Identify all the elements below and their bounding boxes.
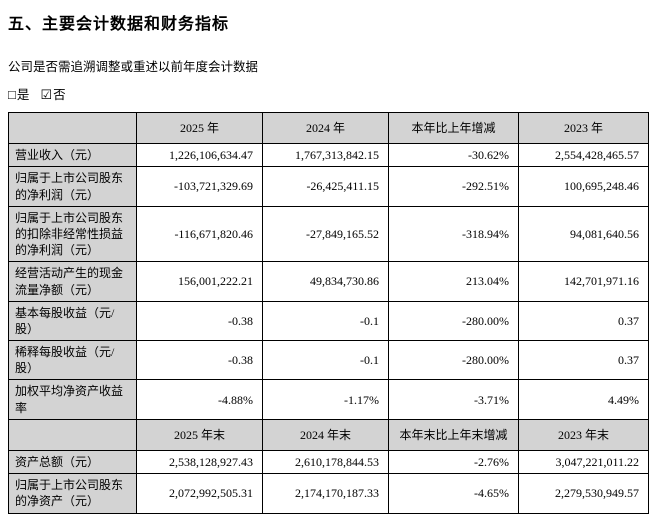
table-row-net-profit-excl-nonrecurring: 归属于上市公司股东的扣除非经常性损益的净利润（元） -116,671,820.4… (8, 205, 649, 263)
table-row-diluted-eps: 稀释每股收益（元/股） -0.38 -0.1 -280.00% 0.37 (8, 340, 649, 381)
cell-value: -30.62% (388, 143, 519, 168)
row-label: 资产总额（元） (8, 449, 137, 475)
table-row-operating-revenue: 营业收入（元） 1,226,106,634.47 1,767,313,842.1… (8, 143, 649, 168)
cell-value: -1.17% (262, 379, 389, 420)
cell-value: -3.71% (388, 379, 519, 420)
checkbox-yes-label: 是 (16, 88, 30, 102)
cell-value: 2,610,178,844.53 (262, 449, 389, 475)
checkbox-no-label: 否 (53, 88, 66, 102)
cell-value: 2,072,992,505.31 (136, 473, 263, 514)
restatement-question: 公司是否需追溯调整或重述以前年度会计数据 (8, 60, 259, 74)
row-label: 基本每股收益（元/股） (8, 300, 137, 342)
cell-value: 213.04% (388, 261, 519, 302)
cell-value: -0.38 (136, 300, 263, 342)
row-label: 营业收入（元） (8, 143, 137, 168)
cell-value: -0.1 (262, 300, 389, 342)
checkbox-no[interactable]: ☑否 (40, 87, 66, 102)
restatement-options: □是 ☑否 (8, 84, 648, 103)
table-row-basic-eps: 基本每股收益（元/股） -0.38 -0.1 -280.00% 0.37 (8, 300, 649, 342)
col-header-2025: 2025 年 (136, 111, 263, 145)
corner-cell (8, 111, 137, 145)
table-row-net-assets: 归属于上市公司股东的净资产（元） 2,072,992,505.31 2,174,… (8, 473, 649, 514)
col-header-yoy-change: 本年比上年增减 (388, 111, 519, 145)
cell-value: 156,001,222.21 (136, 261, 263, 302)
col-header-yoy-end-change: 本年末比上年末增减 (388, 418, 519, 452)
col-header-2024-end: 2024 年末 (262, 418, 389, 452)
table-header-row-annual: 2025 年 2024 年 本年比上年增减 2023 年 (8, 111, 649, 145)
cell-value: 142,701,971.16 (518, 261, 649, 302)
cell-value: 4.49% (518, 379, 649, 420)
table-row-total-assets: 资产总额（元） 2,538,128,927.43 2,610,178,844.5… (8, 449, 649, 475)
cell-value: -4.65% (388, 473, 519, 514)
row-label: 归属于上市公司股东的净利润（元） (8, 166, 137, 207)
cell-value: -318.94% (388, 205, 519, 263)
cell-value: -0.1 (262, 340, 389, 381)
cell-value: 49,834,730.86 (262, 261, 389, 302)
col-header-2023: 2023 年 (518, 111, 649, 145)
cell-value: -280.00% (388, 300, 519, 342)
table-header-row-year-end: 2025 年末 2024 年末 本年末比上年末增减 2023 年末 (8, 418, 649, 452)
cell-value: 2,554,428,465.57 (518, 143, 649, 168)
cell-value: 2,538,128,927.43 (136, 449, 263, 475)
checkbox-yes[interactable]: □是 (8, 87, 30, 102)
cell-value: 3,047,221,011.22 (518, 449, 649, 475)
row-label: 归属于上市公司股东的扣除非经常性损益的净利润（元） (8, 205, 137, 263)
cell-value: -280.00% (388, 340, 519, 381)
corner-cell (8, 418, 137, 452)
col-header-2024: 2024 年 (262, 111, 389, 145)
cell-value: -27,849,165.52 (262, 205, 389, 263)
cell-value: -4.88% (136, 379, 263, 420)
cell-value: 0.37 (518, 300, 649, 342)
cell-value: -103,721,329.69 (136, 166, 263, 207)
table-row-net-profit: 归属于上市公司股东的净利润（元） -103,721,329.69 -26,425… (8, 166, 649, 207)
col-header-2025-end: 2025 年末 (136, 418, 263, 452)
cell-value: 1,226,106,634.47 (136, 143, 263, 168)
cell-value: -2.76% (388, 449, 519, 475)
col-header-2023-end: 2023 年末 (518, 418, 649, 452)
row-label: 稀释每股收益（元/股） (8, 340, 137, 381)
cell-value: 1,767,313,842.15 (262, 143, 389, 168)
row-label: 经营活动产生的现金流量净额（元） (8, 261, 137, 302)
cell-value: 2,174,170,187.33 (262, 473, 389, 514)
cell-value: 100,695,248.46 (518, 166, 649, 207)
row-label: 归属于上市公司股东的净资产（元） (8, 473, 137, 514)
cell-value: -26,425,411.15 (262, 166, 389, 207)
checkbox-unchecked-icon: □ (8, 87, 16, 102)
table-row-weighted-avg-roe: 加权平均净资产收益率 -4.88% -1.17% -3.71% 4.49% (8, 379, 649, 420)
cell-value: 2,279,530,949.57 (518, 473, 649, 514)
checkbox-checked-icon: ☑ (40, 87, 53, 102)
cell-value: -292.51% (388, 166, 519, 207)
section-title: 五、主要会计数据和财务指标 (8, 16, 230, 33)
cell-value: -116,671,820.46 (136, 205, 263, 263)
financial-indicators-table: 2025 年 2024 年 本年比上年增减 2023 年 营业收入（元） 1,2… (8, 111, 649, 514)
table-row-operating-cash-flow: 经营活动产生的现金流量净额（元） 156,001,222.21 49,834,7… (8, 261, 649, 302)
cell-value: -0.38 (136, 340, 263, 381)
row-label: 加权平均净资产收益率 (8, 379, 137, 420)
cell-value: 0.37 (518, 340, 649, 381)
cell-value: 94,081,640.56 (518, 205, 649, 263)
